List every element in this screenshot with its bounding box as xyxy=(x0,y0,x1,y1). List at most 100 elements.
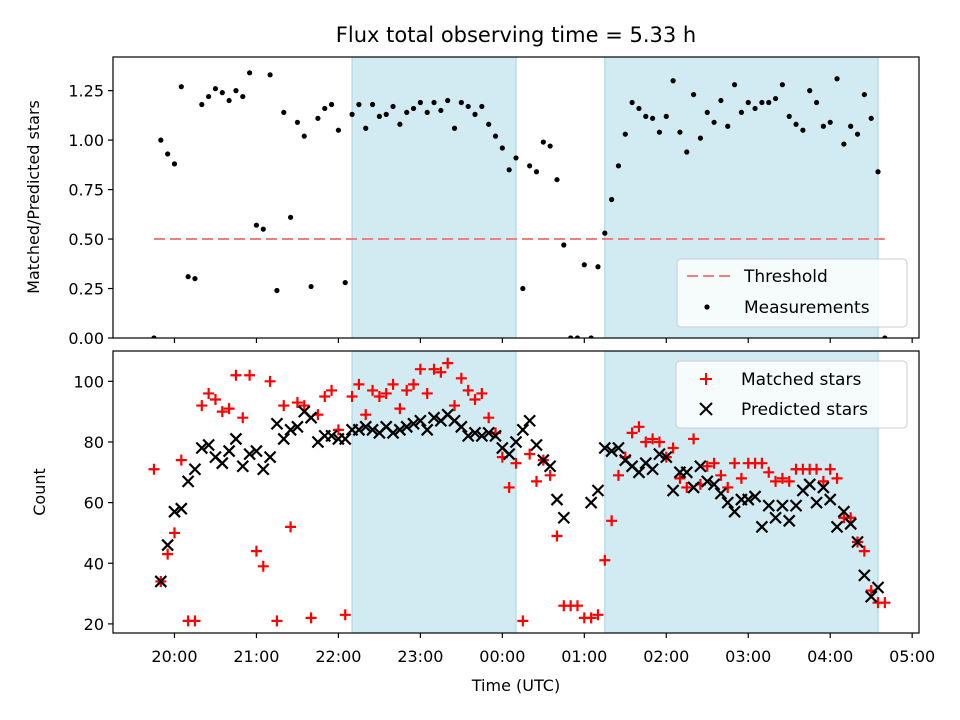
measurement-point xyxy=(581,262,587,268)
measurement-point xyxy=(199,101,205,108)
matched-star-point xyxy=(353,378,365,390)
matched-star-point xyxy=(278,400,290,412)
measurement-point xyxy=(301,133,307,139)
measurement-point xyxy=(479,103,485,110)
measurement-point xyxy=(697,135,704,141)
measurement-point xyxy=(834,76,840,82)
predicted-star-point xyxy=(864,590,878,603)
x-tick-label: 05:00 xyxy=(889,647,935,666)
matched-star-point xyxy=(674,472,686,484)
predicted-star-point xyxy=(414,414,427,428)
predicted-star-point xyxy=(195,441,209,455)
top-legend: Threshold Measurements xyxy=(676,258,908,328)
measurement-point xyxy=(363,125,369,131)
matched-star-point xyxy=(257,560,269,572)
matched-star-point xyxy=(216,406,228,418)
predicted-star-point xyxy=(741,493,755,506)
predicted-star-point xyxy=(229,432,243,446)
matched-star-point xyxy=(401,384,413,396)
top-y-axis-label: Matched/Predicted stars xyxy=(24,100,43,294)
matched-star-point xyxy=(667,442,679,454)
matched-star-point xyxy=(681,481,693,493)
predicted-star-point xyxy=(482,426,495,440)
measurement-point xyxy=(308,283,314,290)
matched-star-point xyxy=(647,433,659,445)
matched-star-point xyxy=(380,387,392,399)
measurement-point xyxy=(533,169,540,175)
predicted-star-point xyxy=(707,478,721,491)
measurement-point xyxy=(793,121,799,127)
predicted-star-point xyxy=(352,423,366,437)
measurement-point xyxy=(527,163,533,169)
measurement-point xyxy=(322,105,328,112)
measurement-point xyxy=(752,105,758,112)
matched-star-point xyxy=(653,436,665,448)
legend-predicted-label: Predicted stars xyxy=(741,400,868,420)
legend-threshold-label: Threshold xyxy=(743,267,828,287)
matched-star-point xyxy=(688,433,700,445)
measurement-point xyxy=(158,137,164,143)
y-tick-label: 0.50 xyxy=(68,230,104,249)
chart-title: Flux total observing time = 5.33 h xyxy=(336,23,696,47)
predicted-star-point xyxy=(823,493,837,506)
predicted-star-point xyxy=(653,447,666,461)
matched-star-point xyxy=(510,457,522,469)
matched-star-point xyxy=(612,469,624,481)
predicted-star-point xyxy=(277,432,291,446)
bottom-legend-box xyxy=(675,360,908,429)
measurement-point xyxy=(547,143,553,149)
x-tick-label: 23:00 xyxy=(397,647,443,666)
predicted-star-point xyxy=(851,535,864,549)
x-tick-label: 20:00 xyxy=(151,647,197,666)
measurement-point xyxy=(629,99,635,106)
predicted-star-point xyxy=(830,520,844,534)
matched-star-point xyxy=(845,512,857,524)
measurement-point xyxy=(786,113,792,119)
measurement-point xyxy=(486,121,492,127)
matched-star-point xyxy=(373,390,385,402)
measurement-point xyxy=(151,335,157,338)
x-tick-label: 21:00 xyxy=(233,647,279,666)
measurement-point xyxy=(397,121,403,127)
measurement-point xyxy=(472,111,478,117)
measurement-point xyxy=(506,167,512,173)
bottom-legend: Matched stars Predicted stars xyxy=(675,360,908,429)
measurement-point xyxy=(650,115,656,121)
measurement-point xyxy=(253,222,260,228)
y-tick-label: 20 xyxy=(84,615,104,634)
measurement-point xyxy=(711,119,717,125)
matched-star-point xyxy=(462,384,474,396)
predicted-star-point xyxy=(325,429,338,443)
matched-star-point xyxy=(367,384,379,396)
matched-star-point xyxy=(606,515,618,527)
predicted-star-point xyxy=(516,423,530,437)
matched-star-point xyxy=(285,521,297,533)
x-tick-label: 04:00 xyxy=(807,647,853,666)
matched-star-point xyxy=(776,472,788,484)
predicted-star-point xyxy=(591,484,605,497)
y-tick-label: 1.00 xyxy=(68,131,104,150)
predicted-star-point xyxy=(202,438,215,452)
legend-measurements-label: Measurements xyxy=(744,298,870,318)
measurement-point xyxy=(725,123,731,129)
measurement-point xyxy=(424,109,430,116)
matched-star-point xyxy=(394,403,406,415)
measurement-point xyxy=(718,97,724,104)
matched-star-point xyxy=(298,400,310,412)
predicted-star-point xyxy=(666,484,680,497)
y-tick-label: 0.00 xyxy=(68,329,104,348)
measurement-point xyxy=(219,90,225,96)
measurement-point xyxy=(738,109,745,116)
matched-star-point xyxy=(264,375,276,387)
bottom-y-axis-label: Count xyxy=(30,468,49,516)
matched-star-point xyxy=(524,448,536,460)
predicted-star-point xyxy=(338,432,352,446)
measurement-point xyxy=(267,72,273,78)
measurement-point xyxy=(656,129,663,135)
measurement-point xyxy=(178,84,184,90)
legend-measurements-swatch xyxy=(704,304,710,310)
matched-star-point xyxy=(599,554,611,566)
measurement-point xyxy=(745,99,751,106)
matched-star-point xyxy=(879,597,891,609)
predicted-star-point xyxy=(222,444,236,458)
